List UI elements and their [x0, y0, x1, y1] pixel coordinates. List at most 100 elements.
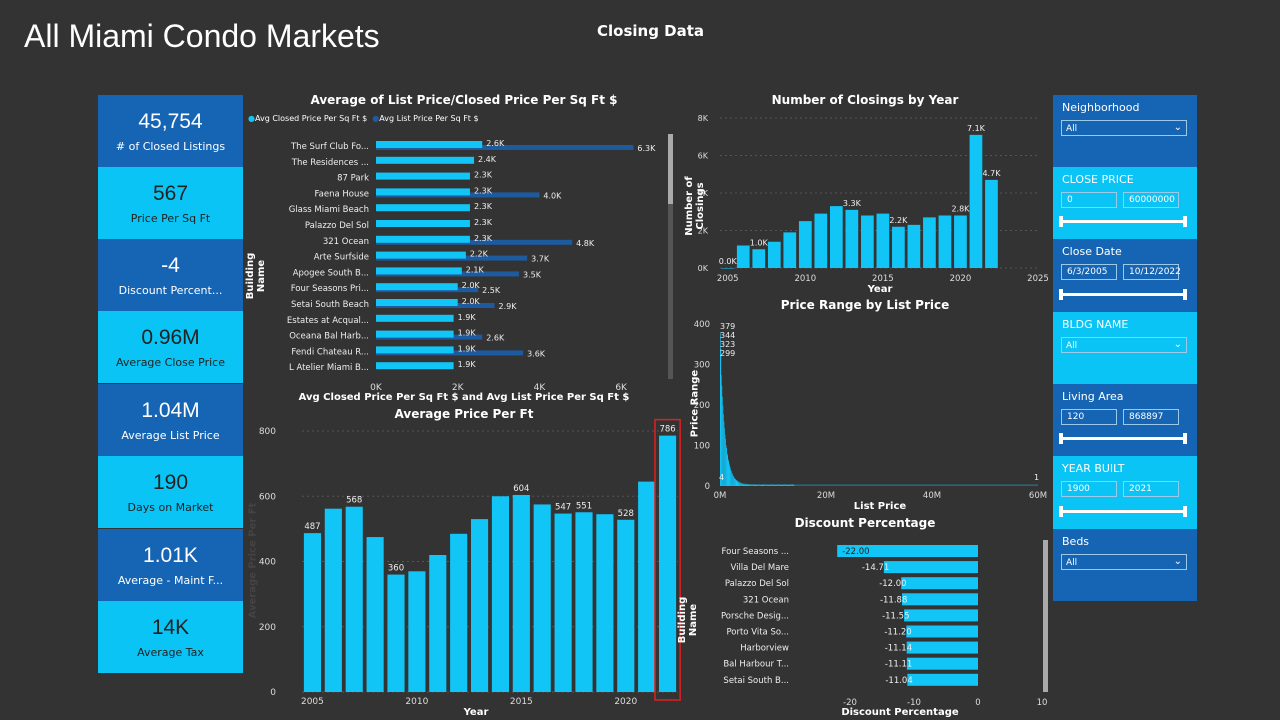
- close-price-min-input[interactable]: 0: [1061, 192, 1117, 208]
- kpi-card-avg-tax[interactable]: 14K Average Tax: [98, 601, 243, 673]
- slider-handle-max[interactable]: [1183, 433, 1187, 444]
- category-label: Porto Vita So...: [726, 628, 789, 638]
- kpi-card-maint-fee[interactable]: 1.01K Average - Maint F...: [98, 529, 243, 601]
- bar-data-label: 2.2K: [889, 216, 908, 225]
- histogram-bar: [721, 385, 723, 486]
- close-price-max-input[interactable]: 60000000: [1123, 192, 1179, 208]
- living-area-max-input[interactable]: 868897: [1123, 409, 1179, 425]
- slider-handle-min[interactable]: [1059, 289, 1063, 300]
- kpi-value: 190: [152, 471, 189, 494]
- living-area-min-input[interactable]: 120: [1061, 409, 1117, 425]
- histogram-bar: [752, 484, 754, 486]
- year-bar: [969, 134, 983, 268]
- histogram-bar: [789, 485, 791, 486]
- slicer-title: Living Area: [1062, 390, 1124, 403]
- closed-price-label: 2.0K: [462, 281, 481, 290]
- year-built-range-slider[interactable]: [1061, 510, 1187, 513]
- slider-handle-min[interactable]: [1059, 506, 1063, 517]
- kpi-value: 1.01K: [143, 544, 198, 567]
- y-tick-label: 100: [694, 442, 710, 452]
- legend-dot-icon: ●: [248, 114, 255, 123]
- slider-handle-max[interactable]: [1183, 506, 1187, 517]
- y-axis-title: Price Range: [689, 369, 701, 438]
- dropdown-value: All: [1066, 124, 1078, 134]
- histogram-bar: [745, 485, 747, 486]
- histogram-bar: [792, 485, 794, 486]
- bldg-name-dropdown[interactable]: All ⌄: [1061, 337, 1187, 353]
- histogram-bar: [745, 483, 747, 486]
- kpi-value: -4: [161, 254, 180, 277]
- histogram-bar: [744, 484, 745, 486]
- kpi-label: Average Close Price: [116, 356, 225, 369]
- close-date-start-input[interactable]: 6/3/2005: [1061, 264, 1117, 280]
- y-tick-label: 600: [259, 492, 276, 502]
- slider-handle-min[interactable]: [1059, 433, 1063, 444]
- histogram-bar: [743, 484, 744, 486]
- kpi-card-discount[interactable]: -4 Discount Percent...: [98, 239, 243, 311]
- bar-data-label: 487: [304, 522, 320, 532]
- closed-price-bar: [376, 172, 470, 180]
- year-bar: [345, 506, 363, 692]
- year-bar: [736, 245, 750, 268]
- histogram-bar: [727, 455, 729, 486]
- close-date-range-slider[interactable]: [1061, 293, 1187, 296]
- closed-price-bar: [376, 204, 470, 212]
- legend-label: Avg Closed Price Per Sq Ft $: [254, 114, 368, 123]
- kpi-card-days-on-market[interactable]: 190 Days on Market: [98, 456, 243, 528]
- kpi-card-avg-list-price[interactable]: 1.04M Average List Price: [98, 384, 243, 456]
- histogram-bar: [733, 477, 735, 486]
- histogram-tail: [720, 484, 1038, 486]
- histogram-bar: [771, 484, 773, 486]
- slider-handle-min[interactable]: [1059, 216, 1063, 227]
- close-price-range-slider[interactable]: [1061, 220, 1187, 223]
- year-bar: [767, 241, 781, 268]
- scrollbar-thumb[interactable]: [1043, 540, 1048, 692]
- discount-bar: [837, 545, 978, 557]
- year-built-max-input[interactable]: 2021: [1123, 481, 1179, 497]
- closed-price-label: 2.3K: [474, 171, 493, 180]
- year-bar: [512, 494, 530, 692]
- bar-data-label: 360: [388, 564, 404, 574]
- list-price-label: 2.9K: [498, 302, 517, 311]
- histogram-bar: [768, 484, 770, 486]
- kpi-card-avg-close-price[interactable]: 0.96M Average Close Price: [98, 311, 243, 383]
- histogram-bar: [740, 482, 741, 486]
- slider-handle-max[interactable]: [1183, 289, 1187, 300]
- slider-handle-max[interactable]: [1183, 216, 1187, 227]
- scrollbar[interactable]: [1043, 540, 1048, 692]
- x-tick-label: 2K: [452, 383, 465, 393]
- histogram-bar: [739, 483, 741, 486]
- peak-label: 299: [720, 349, 735, 358]
- neighborhood-dropdown[interactable]: All ⌄: [1061, 120, 1187, 136]
- kpi-label: Discount Percent...: [118, 284, 223, 297]
- living-area-slicer: Living Area 120 868897: [1053, 384, 1197, 456]
- beds-dropdown[interactable]: All ⌄: [1061, 554, 1187, 570]
- y-tick-label: 0: [270, 688, 276, 698]
- living-area-range-slider[interactable]: [1061, 437, 1187, 440]
- x-tick-label: 2020: [950, 274, 972, 284]
- year-bar: [303, 533, 322, 692]
- year-built-min-input[interactable]: 1900: [1061, 481, 1117, 497]
- bar-data-label: -11.14: [885, 644, 912, 654]
- chart-title: Number of Closings by Year: [771, 93, 959, 107]
- kpi-card-closed-listings[interactable]: 45,754 # of Closed Listings: [98, 95, 243, 167]
- y-tick-label: 8K: [698, 114, 709, 123]
- closed-price-label: 2.3K: [474, 234, 493, 243]
- scrollbar-thumb[interactable]: [668, 134, 673, 204]
- category-label: The Surf Club Fo...: [290, 142, 369, 152]
- year-bar: [387, 574, 405, 692]
- page-title: All Miami Condo Markets: [24, 18, 380, 54]
- histogram-bar: [743, 483, 745, 486]
- peak-label: 379: [720, 322, 735, 331]
- histogram-bar: [769, 485, 771, 486]
- x-axis-title: Avg Closed Price Per Sq Ft $ and Avg Lis…: [298, 392, 630, 403]
- histogram-bar: [742, 483, 743, 486]
- scrollbar[interactable]: [668, 134, 673, 379]
- histogram-bar: [722, 405, 724, 486]
- kpi-card-price-per-sqft[interactable]: 567 Price Per Sq Ft: [98, 167, 243, 239]
- y-tick-label: 2K: [698, 227, 709, 236]
- x-tick-label: 2010: [794, 274, 816, 284]
- year-bar: [907, 224, 921, 268]
- discount-plot: Four Seasons ... -22.00 Villa Del Mare -14.…: [721, 545, 1047, 708]
- close-date-end-input[interactable]: 10/12/2022: [1123, 264, 1181, 280]
